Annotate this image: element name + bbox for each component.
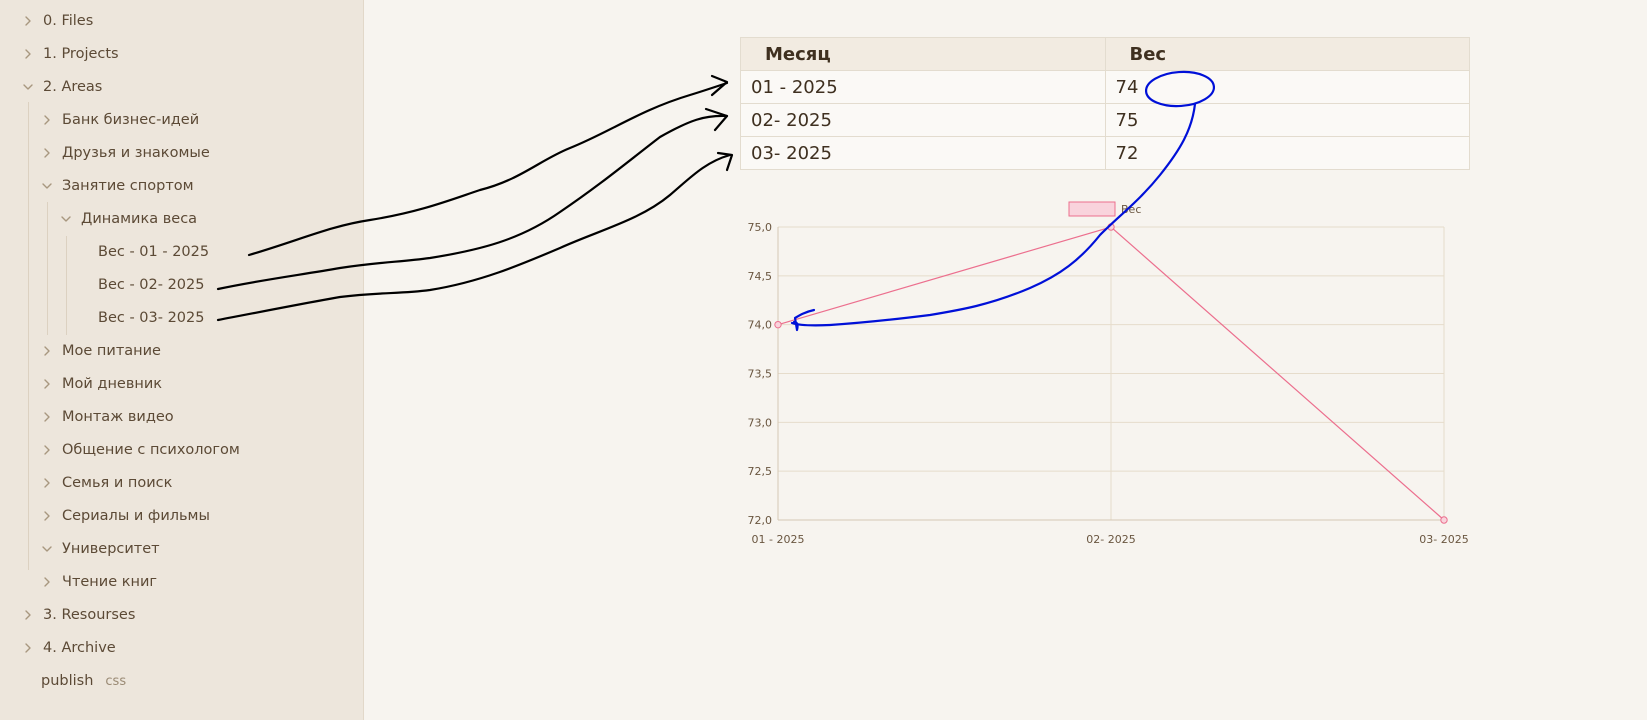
- y-tick-label: 75,0: [748, 221, 773, 234]
- table-row: 03- 2025 72: [740, 136, 1470, 170]
- tree-item[interactable]: 4. Archive: [22, 636, 116, 660]
- tree-item[interactable]: Мой дневник: [41, 372, 162, 396]
- annotation-arrowhead-1: [710, 74, 729, 97]
- legend-label: Вес: [1121, 203, 1141, 216]
- tree-item[interactable]: Мое питание: [41, 339, 161, 363]
- tree-item-label: 3. Resourses: [43, 607, 136, 623]
- x-tick-label: 01 - 2025: [752, 533, 805, 546]
- tree-item[interactable]: Друзья и знакомые: [41, 141, 210, 165]
- column-header-month[interactable]: Месяц: [740, 37, 1106, 71]
- tree-item-label: Сериалы и фильмы: [62, 508, 210, 524]
- tree-item-label: Университет: [62, 541, 160, 557]
- legend-swatch: [1068, 201, 1116, 217]
- chevron-down-icon[interactable]: [41, 180, 53, 192]
- tree-item-label: Вес - 01 - 2025: [98, 244, 210, 260]
- data-point: [1107, 223, 1115, 231]
- tree-item[interactable]: Банк бизнес-идей: [41, 108, 199, 132]
- tree-item-label: Семья и поиск: [62, 475, 173, 491]
- data-point: [1440, 516, 1448, 524]
- chevron-right-icon[interactable]: [22, 48, 34, 60]
- tree-item[interactable]: Сериалы и фильмы: [41, 504, 210, 528]
- y-tick-label: 74,0: [748, 319, 773, 332]
- annotation-arrowhead-2: [704, 107, 729, 132]
- tree-item-label: 0. Files: [43, 13, 94, 29]
- tree-item-label: Занятие спортом: [62, 178, 194, 194]
- tree-item-label: Друзья и знакомые: [62, 145, 210, 161]
- chevron-down-icon[interactable]: [60, 213, 72, 225]
- tree-item-label: Мое питание: [62, 343, 161, 359]
- tree-item-label: 2. Areas: [43, 79, 103, 95]
- tree-item[interactable]: 3. Resourses: [22, 603, 135, 627]
- tree-item[interactable]: Общение с психологом: [41, 438, 240, 462]
- column-header-weight[interactable]: Вес: [1104, 37, 1470, 71]
- y-tick-label: 73,5: [748, 368, 773, 381]
- tree-item-label: 4. Archive: [43, 640, 116, 656]
- tree-item[interactable]: 2. Areas: [22, 75, 102, 99]
- tree-item[interactable]: Семья и поиск: [41, 471, 172, 495]
- tree-item[interactable]: Монтаж видео: [41, 405, 174, 429]
- table-cell-month[interactable]: 03- 2025: [740, 136, 1106, 170]
- weight-table: Месяц Вес 01 - 2025 74 02- 2025 75 03- 2…: [740, 37, 1470, 170]
- weight-line-chart: 75,0 74,5 74,0 73,5 73,0 72,5 72,0 01 - 2025 02-…: [748, 201, 1469, 546]
- chevron-right-icon[interactable]: [41, 114, 53, 126]
- chevron-right-icon[interactable]: [22, 609, 34, 621]
- file-extension-tag: css: [105, 673, 127, 689]
- tree-item[interactable]: Вес - 02- 2025: [98, 273, 204, 297]
- tree-item-label: Вес - 02- 2025: [98, 277, 205, 293]
- chevron-right-icon[interactable]: [41, 576, 53, 588]
- tree-item[interactable]: Вес - 01 - 2025: [98, 240, 209, 264]
- file-explorer-sidebar: 0. Files 1. Projects 2. Areas Банк бизнес-и…: [0, 0, 364, 720]
- chevron-right-icon[interactable]: [41, 147, 53, 159]
- table-cell-weight[interactable]: 72: [1104, 136, 1470, 170]
- tree-indent-guide: [28, 102, 29, 570]
- tree-indent-guide: [66, 236, 67, 335]
- publish-item[interactable]: publish css: [41, 669, 126, 693]
- tree-indent-guide: [47, 202, 48, 335]
- chevron-right-icon[interactable]: [41, 510, 53, 522]
- tree-item[interactable]: 1. Projects: [22, 42, 119, 66]
- chevron-right-icon[interactable]: [41, 444, 53, 456]
- chevron-down-icon[interactable]: [22, 81, 34, 93]
- chevron-right-icon[interactable]: [22, 15, 34, 27]
- tree-item-label: Общение с психологом: [62, 442, 240, 458]
- tree-item[interactable]: Динамика веса: [60, 207, 197, 231]
- tree-item-label: Банк бизнес-идей: [62, 112, 200, 128]
- y-tick-label: 72,5: [748, 465, 773, 478]
- y-tick-label: 74,5: [748, 270, 773, 283]
- x-tick-label: 02- 2025: [1086, 533, 1135, 546]
- tree-item-label: 1. Projects: [43, 46, 119, 62]
- y-tick-label: 73,0: [748, 416, 773, 429]
- tree-item[interactable]: Чтение книг: [41, 570, 157, 594]
- tree-item-label: Монтаж видео: [62, 409, 174, 425]
- table-row: 01 - 2025 74: [740, 70, 1470, 104]
- tree-item-label: Вес - 03- 2025: [98, 310, 205, 326]
- tree-item[interactable]: 0. Files: [22, 9, 93, 33]
- x-tick-label: 03- 2025: [1419, 533, 1468, 546]
- tree-item-label: Чтение книг: [62, 574, 158, 590]
- table-cell-weight[interactable]: 74: [1104, 70, 1470, 104]
- tree-item-label: Динамика веса: [81, 211, 198, 227]
- chevron-right-icon[interactable]: [41, 345, 53, 357]
- table-cell-month[interactable]: 02- 2025: [740, 103, 1106, 137]
- annotation-arrowhead-3: [716, 151, 734, 172]
- chevron-right-icon[interactable]: [41, 477, 53, 489]
- chevron-right-icon[interactable]: [41, 378, 53, 390]
- table-row: 02- 2025 75: [740, 103, 1470, 137]
- tree-item[interactable]: Занятие спортом: [41, 174, 194, 198]
- chevron-down-icon[interactable]: [41, 543, 53, 555]
- tree-item-label: Мой дневник: [62, 376, 163, 392]
- data-point: [774, 320, 782, 329]
- table-cell-month[interactable]: 01 - 2025: [740, 70, 1106, 104]
- tree-item[interactable]: Вес - 03- 2025: [98, 306, 204, 330]
- y-tick-label: 72,0: [748, 514, 773, 527]
- chevron-right-icon[interactable]: [22, 642, 34, 654]
- table-header-row: Месяц Вес: [740, 37, 1470, 71]
- table-cell-weight[interactable]: 75: [1104, 103, 1470, 137]
- tree-item[interactable]: Университет: [41, 537, 160, 561]
- publish-label: publish: [41, 673, 94, 689]
- chevron-right-icon[interactable]: [41, 411, 53, 423]
